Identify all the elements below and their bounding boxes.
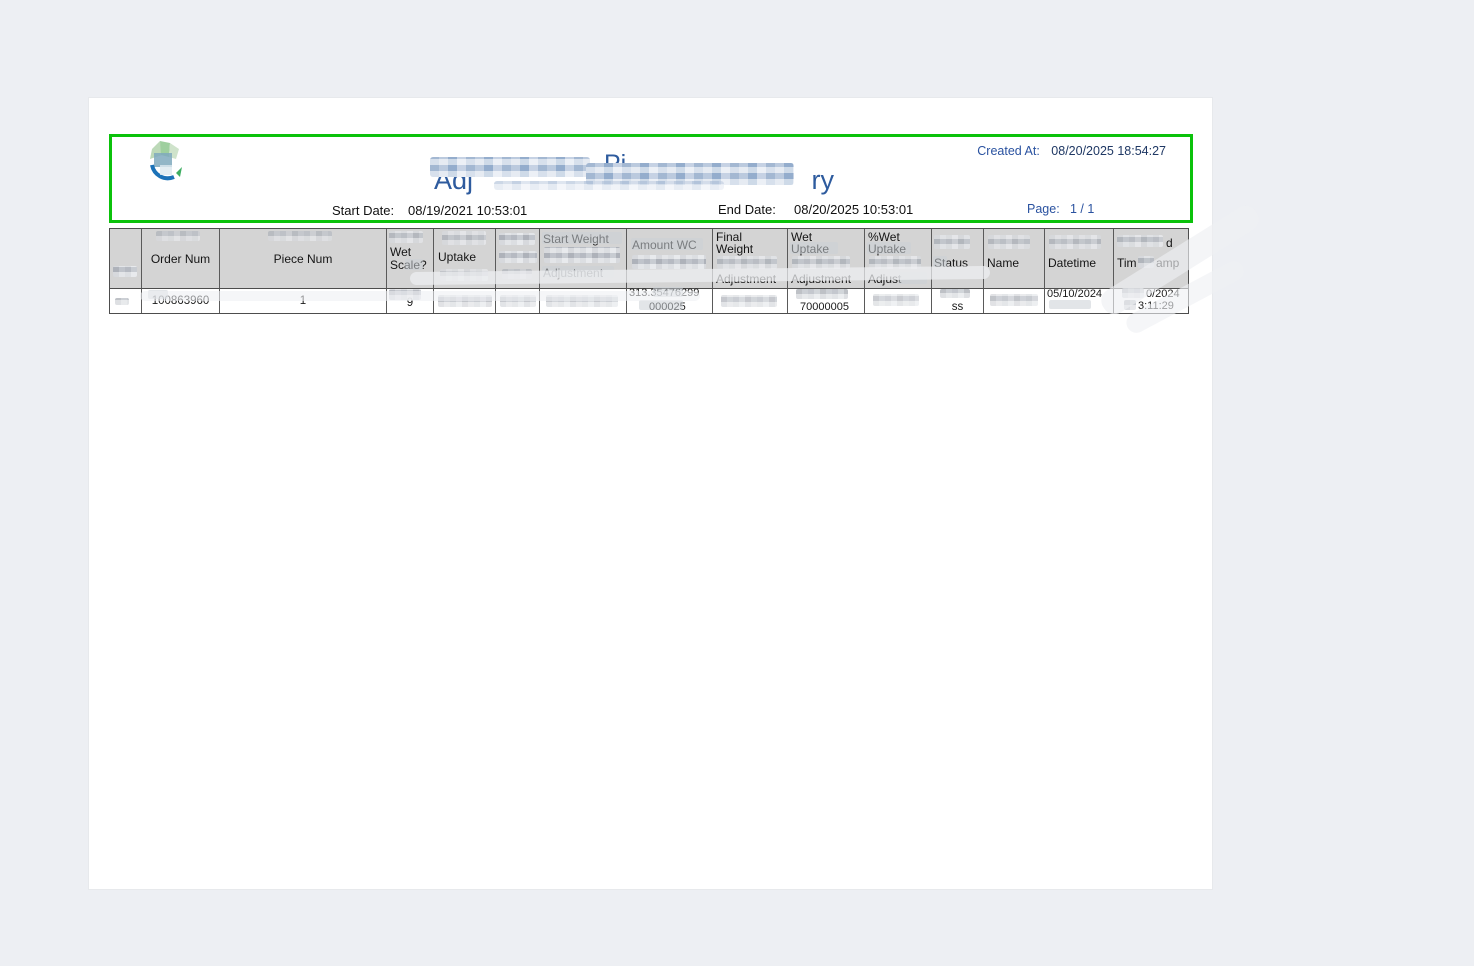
header-label: %Wet bbox=[868, 230, 900, 244]
header-label: Order Num bbox=[150, 252, 211, 266]
row-cell-wet-uptake-adjustment: 70000005 bbox=[788, 289, 865, 313]
redaction-blur bbox=[113, 266, 137, 277]
end-date-value: 08/20/2025 10:53:01 bbox=[794, 202, 914, 217]
created-at-label: Created At: bbox=[977, 144, 1040, 158]
redaction-blur bbox=[632, 255, 706, 269]
row-cell-copy bbox=[110, 289, 142, 313]
report-title: Adj Pi ry bbox=[430, 150, 835, 197]
page-value: 1 / 1 bbox=[1070, 202, 1095, 216]
redaction-blur bbox=[792, 256, 850, 269]
blur-smudge bbox=[140, 291, 700, 301]
redaction-blur bbox=[790, 242, 838, 254]
report-date-row: Start Date: 08/19/2021 10:53:01 End Date… bbox=[112, 137, 1190, 220]
header-cell-piece-num: Piece Num bbox=[220, 229, 387, 289]
cell-value: 70000005 bbox=[800, 301, 849, 313]
header-label: Weight bbox=[716, 242, 754, 256]
redaction-blur bbox=[990, 294, 1038, 306]
redaction-blur bbox=[717, 256, 777, 269]
cell-value: 05/10/2024 bbox=[1047, 288, 1103, 300]
redaction-blur bbox=[934, 235, 970, 249]
cell-value: 1 bbox=[299, 295, 307, 307]
header-label: Final bbox=[716, 230, 743, 244]
redaction-blur bbox=[869, 256, 921, 269]
row-cell-pct-wet-uptake-adjustment bbox=[865, 289, 932, 313]
redaction-blur bbox=[639, 300, 683, 310]
redaction-blur bbox=[933, 256, 947, 268]
header-label: Wet bbox=[791, 230, 813, 244]
redaction-blur bbox=[389, 231, 423, 243]
redaction-blur bbox=[796, 289, 848, 299]
redaction-blur bbox=[873, 294, 919, 306]
redaction-blur bbox=[268, 231, 332, 241]
redaction-blur bbox=[1117, 235, 1163, 247]
company-logo-icon bbox=[150, 141, 182, 181]
header-cell-copy bbox=[110, 229, 142, 289]
created-at-value: 08/20/2025 18:54:27 bbox=[1051, 144, 1166, 158]
row-cell-name bbox=[984, 289, 1045, 313]
redaction-blur bbox=[499, 251, 537, 263]
report-page: Created At: 08/20/2025 18:54:27 Adj Pi r… bbox=[88, 97, 1264, 890]
report-header-box: Created At: 08/20/2025 18:54:27 Adj Pi r… bbox=[109, 134, 1193, 223]
row-cell-piece-status: ss bbox=[932, 289, 984, 313]
header-label: Piece Num bbox=[273, 252, 333, 266]
title-redaction-blur bbox=[430, 157, 590, 177]
header-label: Wet bbox=[390, 245, 412, 259]
created-at: Created At: 08/20/2025 18:54:27 bbox=[977, 144, 1166, 158]
title-redaction-blur bbox=[494, 181, 724, 190]
redaction-blur bbox=[867, 242, 911, 254]
redaction-blur bbox=[631, 238, 703, 250]
header-label: Uptake bbox=[438, 250, 477, 264]
header-cell-order-num: Order Num bbox=[142, 229, 220, 289]
redaction-blur bbox=[940, 289, 970, 298]
header-label: Name bbox=[987, 256, 1020, 270]
report-title-fragment-end: ry bbox=[811, 165, 835, 195]
cell-value: ss bbox=[951, 301, 964, 313]
redaction-blur bbox=[405, 259, 423, 270]
header-cell-piece-status: Status bbox=[932, 229, 984, 289]
row-cell-final-weight-adjustment bbox=[713, 289, 788, 313]
redaction-blur bbox=[542, 232, 622, 244]
redaction-blur bbox=[1049, 235, 1101, 249]
redaction-blur bbox=[1049, 300, 1091, 309]
header-label: Tim bbox=[1117, 256, 1137, 270]
redaction-blur bbox=[156, 231, 200, 241]
header-cell-datetime: Datetime bbox=[1045, 229, 1114, 289]
start-date-value: 08/19/2021 10:53:01 bbox=[408, 203, 528, 218]
header-cell-name: Name bbox=[984, 229, 1045, 289]
redaction-blur bbox=[499, 233, 535, 245]
redaction-blur bbox=[544, 247, 620, 263]
title-redaction-blur bbox=[586, 163, 794, 185]
redaction-blur bbox=[721, 295, 777, 307]
header-label: d bbox=[1166, 236, 1173, 250]
redaction-blur bbox=[442, 231, 486, 245]
cell-value: 9 bbox=[406, 297, 414, 309]
page-label: Page: bbox=[1027, 202, 1060, 216]
header-label: Datetime bbox=[1048, 256, 1097, 270]
end-date-label: End Date: bbox=[718, 202, 776, 217]
redaction-blur bbox=[115, 298, 129, 305]
start-date-label: Start Date: bbox=[332, 203, 395, 218]
redaction-blur bbox=[988, 235, 1030, 249]
report-table: Order Num Piece Num Wet Scale? Uptake bbox=[109, 201, 1264, 337]
